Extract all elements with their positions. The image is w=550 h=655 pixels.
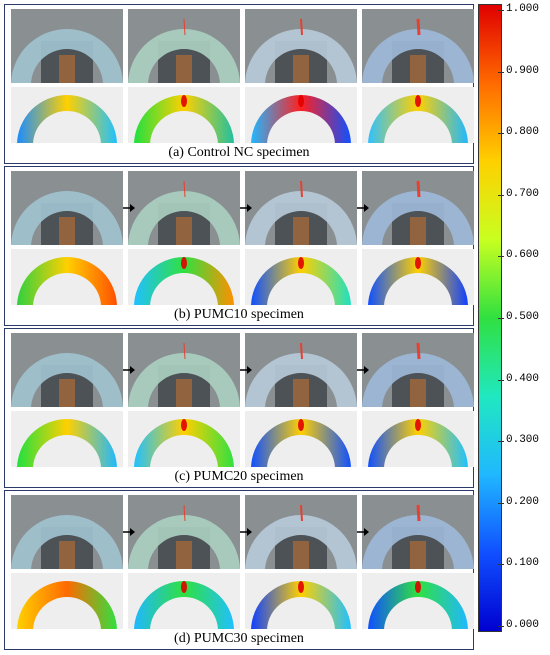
specimen-photo: [362, 9, 474, 83]
right-arrow-icon: [357, 363, 369, 375]
specimen-photo: [128, 333, 240, 407]
specimen-photo: [245, 495, 357, 569]
specimen-photo: [245, 171, 357, 245]
colorbar-tick-mark: [498, 256, 504, 258]
strain-contour: [245, 411, 357, 467]
strain-contour: [128, 573, 240, 629]
right-arrow-icon: [240, 201, 252, 213]
colorbar-tick-mark: [498, 194, 504, 196]
panel-caption: (b) PUMC10 specimen: [174, 307, 304, 322]
colorbar-tick-label: 0.300: [506, 434, 540, 447]
panel-caption: (c) PUMC20 specimen: [174, 469, 304, 484]
right-arrow-icon: [240, 363, 252, 375]
specimen-photo: [245, 333, 357, 407]
strain-contour: [128, 411, 240, 467]
specimen-photo: [128, 171, 240, 245]
panel-caption: (d) PUMC30 specimen: [174, 631, 304, 646]
specimen-panel: (b) PUMC10 specimen: [4, 166, 474, 326]
right-arrow-icon: [240, 525, 252, 537]
strain-contour: [245, 249, 357, 305]
strain-contour: [11, 87, 123, 143]
strain-contour: [362, 249, 474, 305]
colorbar-tick-label: 0.800: [506, 126, 540, 139]
specimen-photo: [11, 333, 123, 407]
colorbar-tick-label: 0.900: [506, 64, 540, 77]
colorbar-tick-label: 0.500: [506, 311, 540, 323]
specimen-photo: [11, 495, 123, 569]
colorbar-tick-mark: [498, 626, 504, 627]
specimen-photo: [362, 333, 474, 407]
strain-contour: [245, 573, 357, 629]
strain-contour: [128, 87, 240, 143]
specimen-photo: [362, 171, 474, 245]
strain-contour: [362, 87, 474, 143]
strain-contour: [362, 573, 474, 629]
specimen-panel: (a) Control NC specimen: [4, 4, 474, 164]
colorbar-tick-mark: [498, 441, 504, 443]
colorbar-tick-label: 0.000: [506, 619, 540, 631]
right-arrow-icon: [123, 363, 135, 375]
specimen-photo: [362, 495, 474, 569]
colorbar-tick-mark: [498, 564, 504, 566]
colorbar-tick-mark: [498, 318, 504, 319]
colorbar-tick-mark: [498, 71, 504, 73]
colorbar-tick-label: 0.200: [506, 495, 540, 508]
colorbar-tick-label: 0.100: [506, 557, 540, 570]
right-arrow-icon: [357, 525, 369, 537]
colorbar-tick-mark: [498, 379, 504, 381]
specimen-panel: (d) PUMC30 specimen: [4, 490, 474, 650]
colorbar-tick-label: 0.600: [506, 249, 540, 262]
colorbar-tick-mark: [498, 133, 504, 135]
colorbar-tick-mark: [498, 502, 504, 504]
colorbar-tick-label: 0.700: [506, 187, 540, 200]
specimen-photo: [128, 495, 240, 569]
right-arrow-icon: [123, 525, 135, 537]
specimen-photo: [11, 9, 123, 83]
strain-contour: [362, 411, 474, 467]
specimen-photo: [11, 171, 123, 245]
right-arrow-icon: [357, 201, 369, 213]
strain-contour: [128, 249, 240, 305]
strain-contour: [11, 411, 123, 467]
colorbar-tick-label: 1.000: [506, 3, 540, 15]
strain-contour: [11, 573, 123, 629]
specimen-photo: [128, 9, 240, 83]
strain-contour: [11, 249, 123, 305]
colorbar-tick-label: 0.400: [506, 372, 540, 385]
panel-caption: (a) Control NC specimen: [168, 145, 310, 160]
strain-contour: [245, 87, 357, 143]
colorbar-tick-mark: [498, 10, 504, 11]
specimen-photo: [245, 9, 357, 83]
right-arrow-icon: [123, 201, 135, 213]
specimen-panel: (c) PUMC20 specimen: [4, 328, 474, 488]
